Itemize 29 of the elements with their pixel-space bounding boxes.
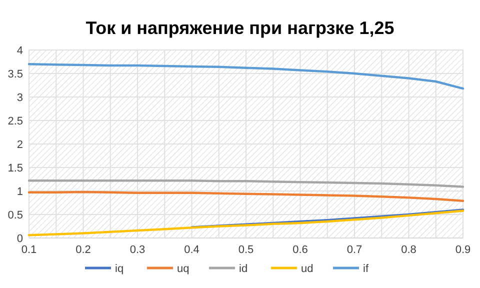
x-tick-label: 0.3 [130, 244, 146, 256]
x-tick-label: 0.2 [76, 244, 91, 256]
y-tick-label: 0 [16, 232, 23, 245]
y-tick-label: 1.5 [8, 162, 23, 174]
y-tick-label: 2 [16, 138, 23, 151]
x-tick-label: 0.8 [401, 244, 416, 256]
line-series [28, 180, 464, 188]
y-tick-label: 0.5 [8, 209, 23, 222]
y-tick-label: 4 [16, 44, 23, 57]
x-tick-label: 0.4 [184, 244, 200, 256]
y-tick-label: 1 [16, 186, 23, 198]
y-tick-label: 2.5 [8, 115, 23, 128]
x-tick-label: 0.7 [346, 244, 362, 256]
legend-label: iq [115, 262, 124, 275]
legend-label: ud [301, 262, 314, 275]
x-tick-label: 0.1 [21, 244, 37, 256]
y-tick-label: 3.5 [8, 68, 23, 80]
legend-label: if [363, 262, 370, 275]
line-series [190, 208, 464, 228]
y-tick-label: 3 [16, 92, 23, 104]
line-series [28, 62, 464, 90]
chart-title: Ток и напряжение при нагрзке 1,25 [86, 18, 394, 38]
legend-label: id [239, 262, 248, 275]
x-tick-label: 0.6 [292, 244, 308, 256]
x-tick-label: 0.9 [455, 244, 471, 256]
line-series [28, 190, 464, 202]
line-series [28, 210, 464, 236]
x-tick-label: 0.5 [238, 244, 254, 256]
legend-label: uq [177, 262, 190, 275]
